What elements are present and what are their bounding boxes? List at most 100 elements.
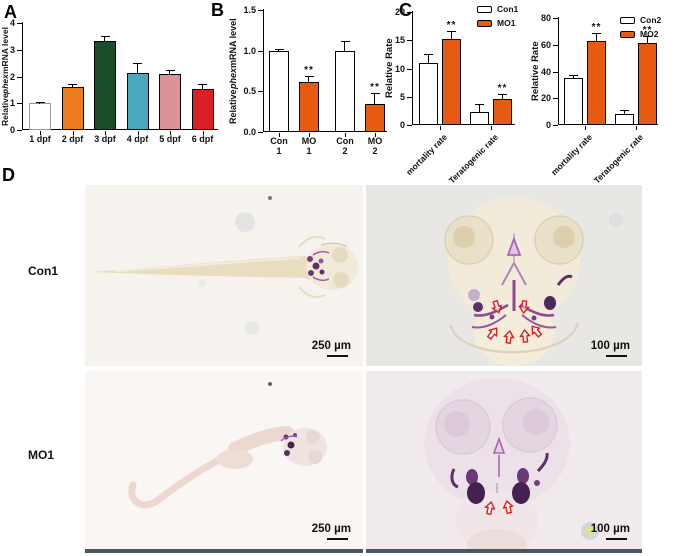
error-bar	[39, 102, 41, 105]
bar	[126, 72, 149, 130]
y-axis-tick-label: 0.5	[243, 86, 256, 97]
y-axis-tick-label: 1	[9, 98, 15, 109]
error-bar	[595, 34, 597, 42]
y-axis-tick-label: 60	[540, 39, 551, 50]
error-bar	[478, 105, 480, 114]
y-axis-tick-label: 10	[394, 63, 405, 74]
micrograph-mo1-whole-larva: 250 µm	[85, 371, 363, 553]
panel-label-a: A	[4, 2, 17, 22]
bar	[419, 62, 438, 125]
error-bar	[344, 41, 346, 52]
x-axis-tick	[440, 126, 441, 130]
y-axis-tick-label: 80	[540, 13, 551, 23]
y-axis-tick-label: 15	[394, 35, 405, 46]
error-bar-cap	[424, 53, 433, 55]
x-axis-tick-label: Con 2	[336, 136, 354, 156]
legend-label: Con1	[497, 4, 519, 14]
x-axis-tick	[375, 133, 376, 137]
error-bar-cap	[100, 35, 110, 37]
y-axis	[263, 9, 264, 132]
y-axis-tick	[553, 44, 558, 46]
bar	[159, 74, 181, 130]
micrograph-row-label-mo1: MO1	[28, 448, 55, 462]
x-axis-tick-label: 5 dpf	[159, 134, 181, 144]
y-axis-tick	[553, 71, 558, 73]
scale-bar-label: 250 µm	[311, 522, 351, 535]
scale-bar-label: 250 µm	[311, 339, 351, 352]
error-bar	[169, 70, 171, 76]
error-bar	[572, 75, 574, 80]
y-axis-tick-label: 0	[545, 120, 551, 130]
bar	[191, 89, 214, 130]
scale-bar-line	[606, 354, 627, 357]
significance-marker: **	[446, 19, 457, 31]
zebrafish-head-illustration	[444, 197, 623, 366]
y-axis-tick	[407, 96, 412, 98]
x-axis-tick	[279, 133, 280, 137]
zebrafish-larva-illustration	[90, 196, 358, 335]
y-axis-tick	[407, 68, 412, 70]
y-axis	[412, 11, 413, 125]
y-axis-tick-label: 40	[540, 66, 551, 77]
micrograph-row-label-con1: Con1	[28, 264, 58, 278]
error-bar-cap	[68, 83, 77, 85]
legend-item: MO2	[620, 29, 661, 39]
legend-item: Con1	[477, 4, 518, 14]
x-axis-tick	[105, 131, 106, 135]
bar-chart-morpholino-knockdown: Relative phex mRNA level 0.0 0.5 1.0 1.5 ** *…	[228, 5, 387, 156]
bar	[299, 81, 319, 132]
zebrafish-larva-curved-illustration	[128, 382, 327, 509]
scale-bar-label: 100 µm	[590, 339, 630, 352]
legend-item: MO1	[477, 18, 518, 28]
error-bar	[278, 49, 280, 52]
bar	[638, 43, 657, 125]
error-bar-cap	[620, 109, 629, 111]
micrograph-con1-whole-larva: 250 µm	[85, 185, 363, 366]
legend-con1-mo1: Con1 MO1	[477, 4, 518, 32]
y-axis-tick	[553, 125, 558, 126]
error-bar	[136, 63, 138, 74]
stained-pharyngeal-cartilage	[307, 250, 330, 282]
error-bar-cap	[475, 104, 484, 106]
x-axis-tick	[636, 126, 637, 130]
error-bar	[71, 84, 73, 88]
stained-craniofacial-cartilage-reduced	[450, 436, 549, 504]
x-axis-tick	[309, 133, 310, 137]
scale-bar-line	[606, 537, 627, 540]
significance-marker: **	[642, 24, 653, 36]
micrograph-con1-head-dorsal: 100 µm	[366, 185, 642, 366]
y-axis-tick	[258, 91, 263, 93]
error-bar-cap	[304, 75, 314, 77]
y-axis-tick	[553, 98, 558, 100]
x-axis-tick-label: 6 dpf	[191, 134, 214, 144]
bar	[470, 112, 489, 125]
scale-bar-label: 100 µm	[590, 522, 630, 535]
legend-swatch	[620, 16, 635, 24]
y-axis-tick	[407, 40, 412, 42]
error-bar	[308, 76, 310, 83]
x-axis-tick-label: Con 1	[270, 136, 288, 156]
error-bar-cap	[274, 48, 284, 50]
x-axis-tick	[170, 131, 171, 135]
error-bar-cap	[498, 94, 507, 96]
bar	[615, 114, 634, 125]
scale-bar: 250 µm	[312, 340, 351, 357]
bar	[442, 38, 461, 125]
bar	[335, 50, 355, 132]
y-axis-tick	[17, 76, 22, 78]
x-axis-tick	[345, 133, 346, 137]
micrograph-mo1-head-dorsal: 100 µm	[366, 371, 642, 553]
significance-marker: **	[370, 81, 380, 93]
error-bar-cap	[165, 69, 175, 71]
y-axis-tick	[258, 10, 263, 11]
error-bar	[427, 54, 429, 64]
bar	[587, 40, 606, 125]
bar	[94, 40, 116, 130]
error-bar-cap	[447, 30, 456, 32]
legend-label: Con2	[640, 15, 662, 25]
error-bar-cap	[370, 92, 380, 94]
stained-pharyngeal-cartilage-reduced	[280, 433, 298, 456]
error-bar	[374, 93, 376, 106]
y-axis-tick-label: 1.5	[243, 5, 256, 15]
